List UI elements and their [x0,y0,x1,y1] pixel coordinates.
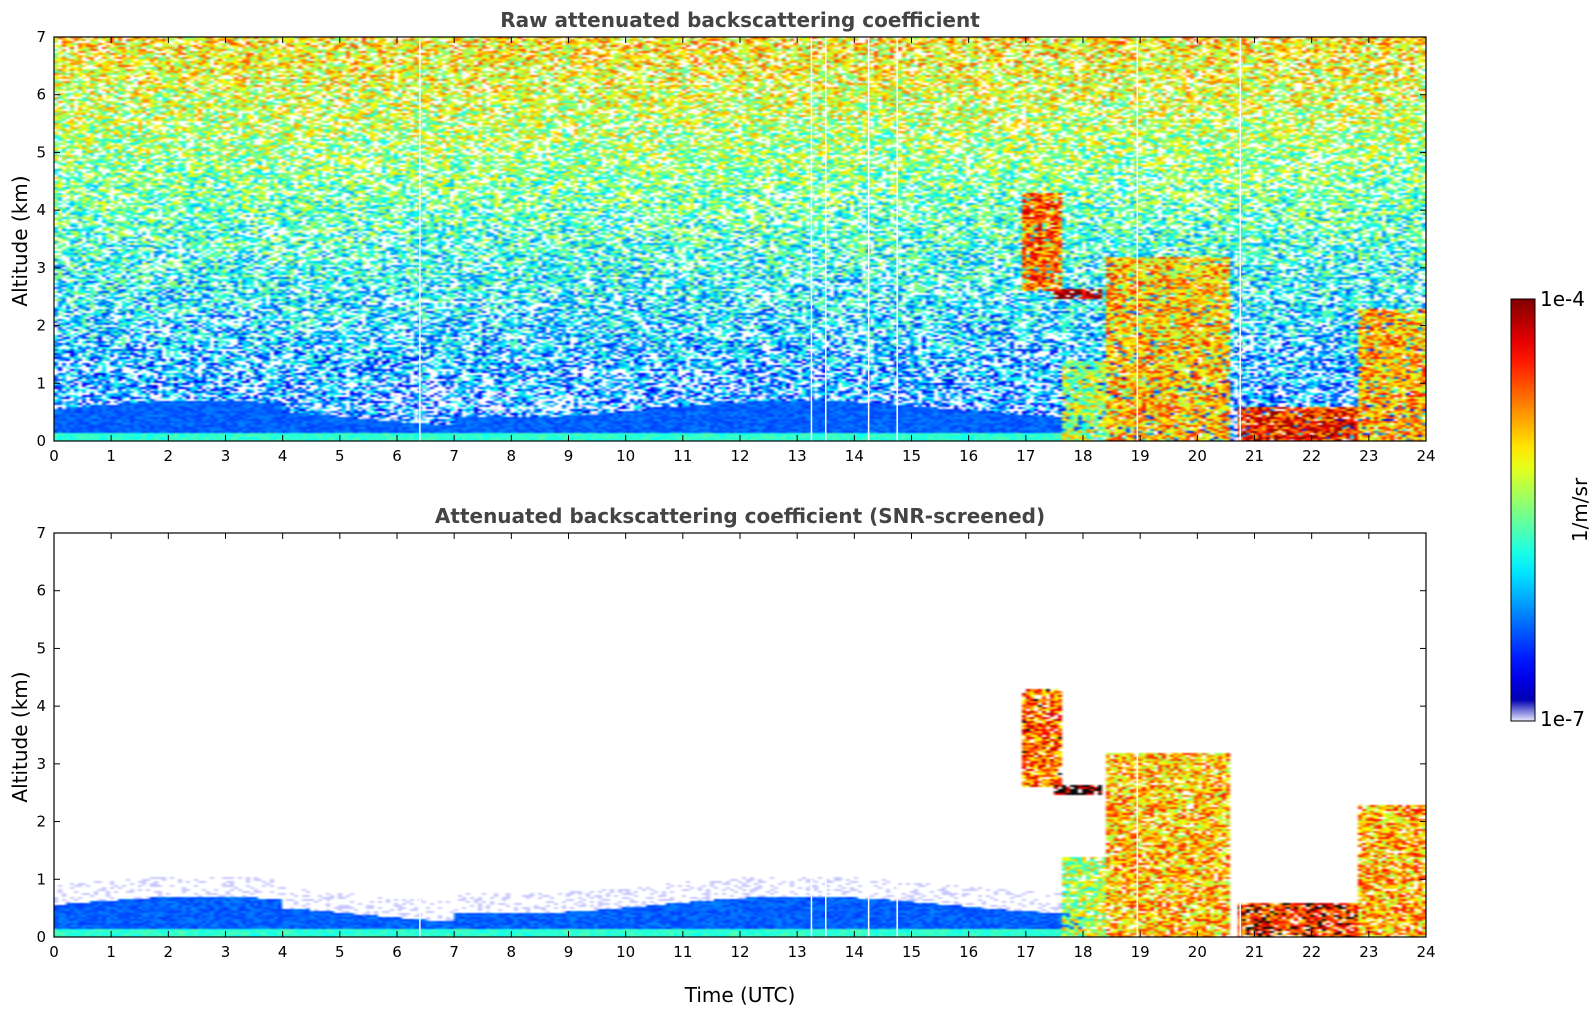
y-tick-label: 4 [36,697,46,715]
x-tick-label: 24 [1416,447,1435,465]
colorbar: 1e-4 1e-7 1/m/sr [1510,287,1592,731]
x-tick-label: 11 [673,447,692,465]
x-tick-label: 5 [335,943,345,961]
x-tick-label: 23 [1359,447,1378,465]
x-tick-label: 4 [278,447,288,465]
x-tick-label: 2 [164,943,174,961]
colorbar-unit-label: 1/m/sr [1568,477,1592,542]
screened-panel: Attenuated backscattering coefficient (S… [8,504,1436,1007]
x-tick-label: 14 [845,943,864,961]
x-tick-label: 1 [106,447,116,465]
y-tick-label: 7 [36,28,46,46]
x-tick-label: 5 [335,447,345,465]
x-tick-label: 3 [221,943,231,961]
y-tick-label: 6 [36,86,46,104]
x-tick-label: 19 [1131,943,1150,961]
x-tick-label: 15 [902,943,921,961]
x-tick-label: 0 [49,943,59,961]
y-tick-label: 2 [36,813,46,831]
y-tick-label: 1 [36,374,46,392]
x-tick-label: 16 [959,447,978,465]
x-tick-label: 9 [564,943,574,961]
screened-panel-ylabel: Altitude (km) [8,671,32,802]
raw-plot-frame [53,36,1427,442]
screened-panel-xlabel: Time (UTC) [684,983,796,1007]
x-tick-label: 7 [449,943,459,961]
x-tick-label: 21 [1245,447,1264,465]
x-tick-label: 17 [1016,447,1035,465]
x-tick-label: 24 [1416,943,1435,961]
y-tick-label: 6 [36,582,46,600]
y-tick-label: 3 [36,755,46,773]
x-tick-label: 18 [1073,943,1092,961]
x-tick-label: 2 [164,447,174,465]
x-tick-label: 20 [1188,943,1207,961]
x-tick-label: 22 [1302,447,1321,465]
x-tick-label: 6 [392,943,402,961]
x-tick-label: 7 [449,447,459,465]
x-tick-label: 18 [1073,447,1092,465]
x-tick-label: 6 [392,447,402,465]
y-tick-label: 3 [36,259,46,277]
y-tick-label: 4 [36,201,46,219]
screened-x-ticks: 0 1 2 3 4 5 6 7 8 9 10 11 12 13 14 15 16 17 18 19 20 21 22 23 24 [49,533,1436,961]
y-tick-label: 2 [36,317,46,335]
x-tick-label: 8 [507,943,517,961]
screened-heatmap [54,533,1426,937]
x-tick-label: 20 [1188,447,1207,465]
raw-heatmap [54,37,1426,441]
colorbar-max-label: 1e-4 [1540,287,1585,311]
y-tick-label: 5 [36,143,46,161]
x-tick-label: 22 [1302,943,1321,961]
raw-panel: Raw attenuated backscattering coefficien… [8,8,1436,465]
raw-panel-ylabel: Altitude (km) [8,175,32,306]
x-tick-label: 15 [902,447,921,465]
x-tick-label: 1 [106,943,116,961]
x-tick-label: 19 [1131,447,1150,465]
x-tick-label: 16 [959,943,978,961]
colorbar-min-label: 1e-7 [1540,707,1585,731]
raw-x-ticks: 0 1 2 3 4 5 6 7 8 9 10 11 12 13 14 15 16 17 18 19 20 21 22 23 24 [49,37,1436,465]
x-tick-label: 17 [1016,943,1035,961]
raw-panel-title: Raw attenuated backscattering coefficien… [500,8,980,32]
x-tick-label: 13 [788,447,807,465]
y-tick-label: 0 [36,432,46,450]
x-tick-label: 13 [788,943,807,961]
screened-panel-title: Attenuated backscattering coefficient (S… [435,504,1045,528]
x-tick-label: 3 [221,447,231,465]
screened-plot-frame [53,532,1427,938]
x-tick-label: 21 [1245,943,1264,961]
heatmap-image [54,533,1426,937]
x-tick-label: 8 [507,447,517,465]
y-tick-label: 7 [36,524,46,542]
x-tick-label: 23 [1359,943,1378,961]
y-tick-label: 1 [36,870,46,888]
x-tick-label: 11 [673,943,692,961]
y-tick-label: 0 [36,928,46,946]
colorbar-gradient [1510,298,1536,722]
x-tick-label: 4 [278,943,288,961]
y-tick-label: 5 [36,639,46,657]
x-tick-label: 12 [730,447,749,465]
x-tick-label: 14 [845,447,864,465]
x-tick-label: 10 [616,943,635,961]
x-tick-label: 12 [730,943,749,961]
x-tick-label: 10 [616,447,635,465]
x-tick-label: 9 [564,447,574,465]
x-tick-label: 0 [49,447,59,465]
screened-y-ticks: 0 1 2 3 4 5 6 7 [36,524,1426,946]
heatmap-image [54,37,1426,441]
